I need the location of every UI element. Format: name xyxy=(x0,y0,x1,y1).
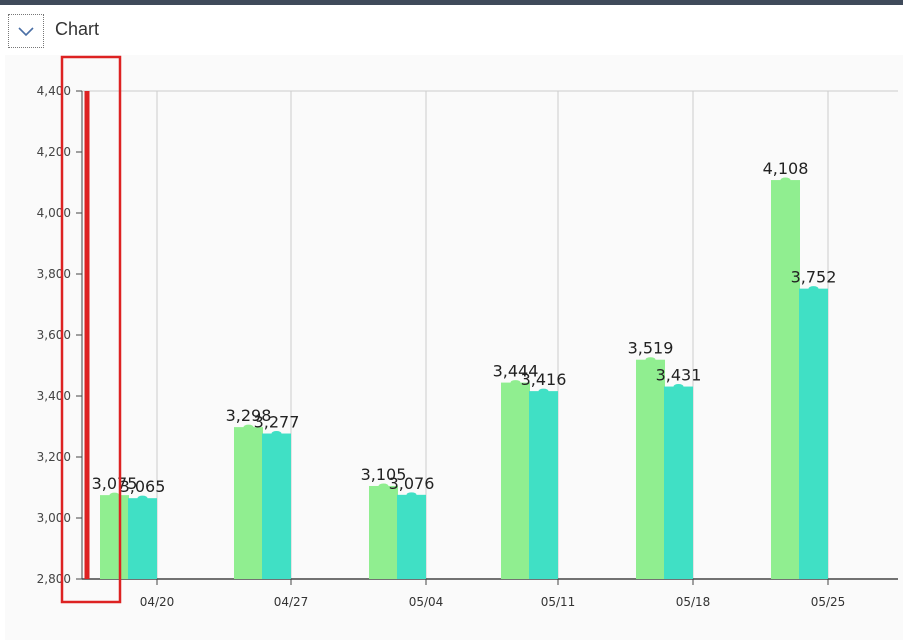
data-label: 3,298 xyxy=(226,406,272,425)
y-tick-label: 3,400 xyxy=(37,389,71,403)
data-label: 3,277 xyxy=(254,413,300,432)
bar[interactable] xyxy=(529,391,558,579)
bar[interactable] xyxy=(128,498,157,579)
bar[interactable] xyxy=(100,495,129,579)
y-tick-label: 4,200 xyxy=(37,145,71,159)
data-label: 3,065 xyxy=(120,477,166,496)
collapse-toggle-button[interactable] xyxy=(8,14,44,48)
y-tick-label: 4,000 xyxy=(37,206,71,220)
selection-highlight-box xyxy=(60,55,122,604)
data-label: 3,752 xyxy=(791,268,837,287)
x-tick-label: 04/27 xyxy=(274,595,309,609)
bar[interactable] xyxy=(664,386,693,579)
bar-cap xyxy=(673,384,684,390)
data-label: 3,444 xyxy=(493,362,539,381)
bar-cap xyxy=(406,492,417,498)
x-tick-label: 05/04 xyxy=(409,595,444,609)
bar-cap xyxy=(271,431,282,437)
y-tick-label: 3,200 xyxy=(37,450,71,464)
y-tick-label: 3,800 xyxy=(37,267,71,281)
bar[interactable] xyxy=(262,433,291,579)
y-tick-label: 3,000 xyxy=(37,511,71,525)
chevron-down-icon xyxy=(18,27,34,37)
bar-cap xyxy=(780,177,791,183)
x-tick-label: 05/25 xyxy=(811,595,846,609)
data-label: 3,105 xyxy=(361,465,407,484)
bars xyxy=(84,91,828,579)
bar-cap xyxy=(808,286,819,292)
data-labels: 3,075 3,298 3,105 3,444 3,519 4,108 3,065 3,277… xyxy=(92,159,837,496)
bar[interactable] xyxy=(771,180,800,579)
bar-cap xyxy=(137,495,148,501)
data-label: 3,431 xyxy=(656,366,702,385)
bar-cap xyxy=(378,483,389,489)
section-title: Chart xyxy=(55,19,100,39)
bar[interactable] xyxy=(397,494,426,579)
bar[interactable] xyxy=(234,427,263,579)
bar[interactable] xyxy=(369,485,398,579)
data-label: 4,108 xyxy=(763,159,809,178)
bar-cap xyxy=(109,492,120,498)
y-tick-label: 2,800 xyxy=(37,572,71,586)
data-label: 3,075 xyxy=(92,474,138,493)
y-tick-label: 4,400 xyxy=(37,84,71,98)
x-tick-label: 05/18 xyxy=(676,595,711,609)
data-label: 3,416 xyxy=(521,370,567,389)
bar[interactable] xyxy=(636,359,665,579)
bar-cap xyxy=(538,388,549,394)
data-label: 3,519 xyxy=(628,339,674,358)
y-tick-label: 3,600 xyxy=(37,328,71,342)
bar[interactable] xyxy=(799,288,828,579)
x-tick-label: 05/11 xyxy=(541,595,576,609)
bar-cap xyxy=(645,357,656,363)
bar[interactable] xyxy=(501,382,530,579)
bar-cap xyxy=(510,380,521,386)
x-tick-label: 04/20 xyxy=(140,595,175,609)
top-bar xyxy=(0,0,903,5)
data-label: 3,076 xyxy=(389,474,435,493)
bar-cap xyxy=(243,424,254,430)
